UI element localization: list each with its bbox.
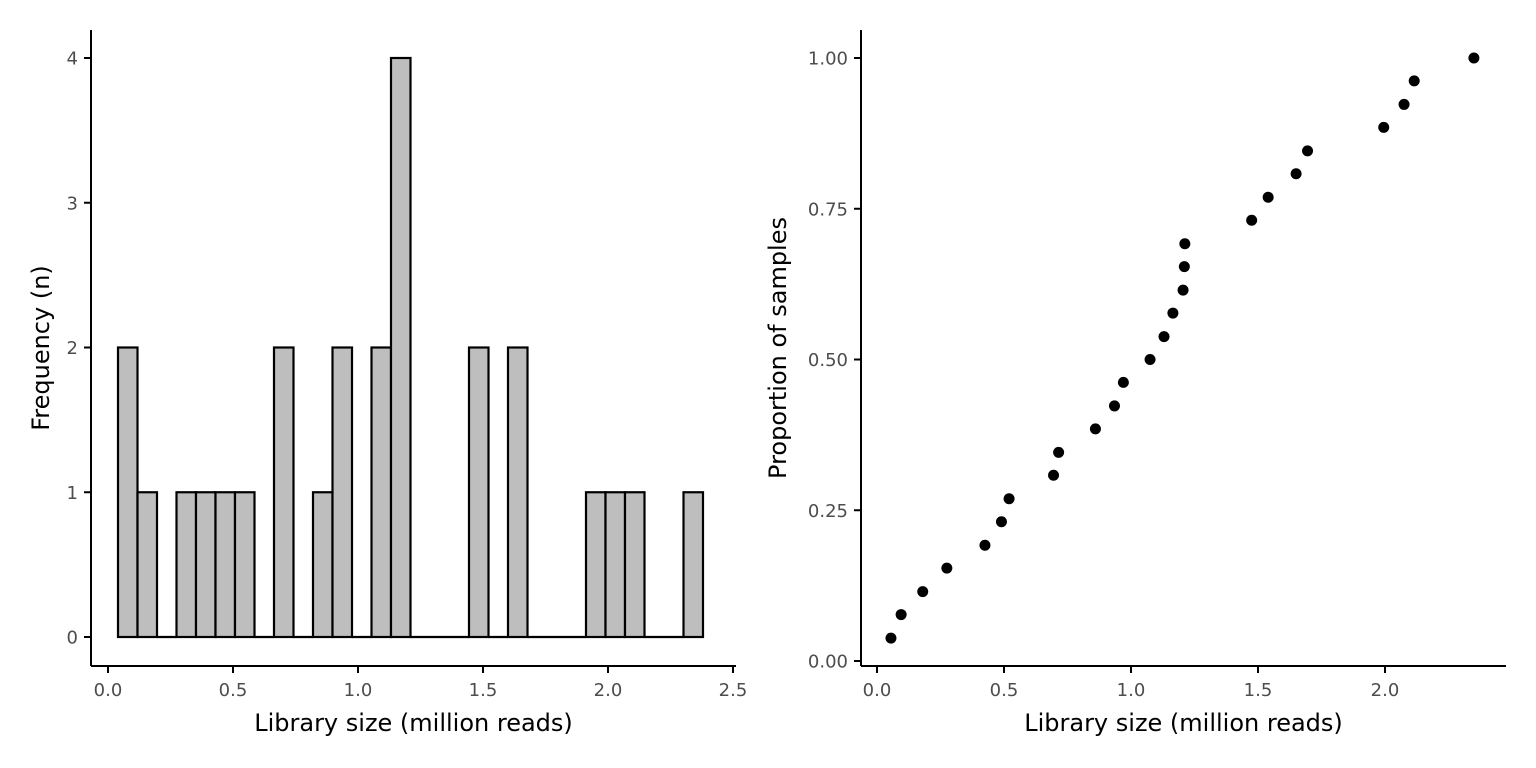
histogram-panel: 0 1 2 3 4 0.0 0.5 1.0 1.5 2.0 2.5 Library size (m… [27, 30, 747, 737]
histogram-x-ticks: 0.0 0.5 1.0 1.5 2.0 2.5 [94, 666, 748, 701]
scatter-point [917, 586, 929, 598]
scatter-point [1302, 145, 1314, 157]
scatter-point [1378, 121, 1390, 133]
scatter-point [1167, 307, 1179, 319]
histogram-y-tick-label: 2 [67, 338, 78, 359]
scatter-point [1178, 261, 1190, 273]
histogram-bar [584, 491, 607, 639]
histogram-bar [116, 346, 139, 639]
scatter-point [1177, 284, 1189, 296]
scatter-x-axis-title: Library size (million reads) [1024, 709, 1343, 737]
scatter-point [1003, 493, 1015, 505]
histogram-x-tick-label: 2.0 [594, 680, 623, 701]
histogram-bar [331, 346, 354, 639]
scatter-x-tick-label: 0.5 [990, 680, 1019, 701]
histogram-x-tick-label: 2.5 [719, 680, 748, 701]
scatter-panel: 0.00 0.25 0.50 0.75 1.00 0.0 0.5 1.0 1.5 2.0 Lib… [764, 30, 1506, 737]
histogram-bar [389, 56, 412, 639]
histogram-y-tick-label: 0 [67, 628, 78, 649]
scatter-point [1246, 214, 1258, 226]
histogram-bar [311, 491, 334, 639]
histogram-bar [623, 491, 646, 639]
scatter-x-tick-label: 2.0 [1371, 680, 1400, 701]
scatter-point [1179, 238, 1191, 250]
scatter-points [885, 52, 1480, 644]
scatter-point [1089, 423, 1101, 435]
scatter-x-tick-label: 1.5 [1244, 680, 1273, 701]
histogram-bars [116, 56, 705, 639]
scatter-point [1262, 191, 1274, 203]
histogram-bar [604, 491, 627, 639]
histogram-bar [214, 491, 237, 639]
scatter-x-ticks: 0.0 0.5 1.0 1.5 2.0 [863, 666, 1400, 701]
scatter-point [1290, 168, 1302, 180]
histogram-bar [175, 491, 198, 639]
histogram-bar [136, 491, 159, 639]
histogram-x-tick-label: 1.0 [344, 680, 373, 701]
scatter-y-tick-label: 0.75 [808, 199, 848, 220]
histogram-x-axis-title: Library size (million reads) [254, 709, 573, 737]
histogram-y-axis-title: Frequency (n) [27, 265, 55, 431]
scatter-point [1144, 354, 1156, 365]
scatter-y-tick-label: 0.25 [808, 501, 848, 522]
scatter-point [885, 632, 897, 644]
histogram-bar [506, 346, 529, 639]
scatter-y-ticks: 0.00 0.25 0.50 0.75 1.00 [808, 49, 861, 673]
histogram-bar [272, 346, 295, 639]
histogram-y-ticks: 0 1 2 3 4 [67, 49, 91, 649]
scatter-point [1108, 400, 1120, 412]
histogram-bar [467, 346, 490, 639]
scatter-y-tick-label: 1.00 [808, 49, 848, 70]
scatter-point [895, 609, 907, 621]
scatter-point [1408, 75, 1420, 87]
histogram-x-tick-label: 0.5 [219, 680, 248, 701]
scatter-point [1158, 331, 1170, 343]
scatter-x-tick-label: 1.0 [1117, 680, 1146, 701]
histogram-y-tick-label: 4 [67, 49, 78, 70]
scatter-point [1117, 376, 1129, 388]
scatter-y-tick-label: 0.50 [808, 350, 848, 371]
scatter-point [941, 562, 953, 574]
histogram-bar [370, 346, 393, 639]
histogram-bar [194, 491, 217, 639]
histogram-bar [233, 491, 256, 639]
scatter-point [979, 539, 991, 551]
scatter-x-tick-label: 0.0 [863, 680, 892, 701]
histogram-y-tick-label: 3 [67, 193, 78, 214]
scatter-y-tick-label: 0.00 [808, 652, 848, 673]
scatter-y-axis-title: Proportion of samples [764, 217, 792, 479]
scatter-point [1053, 446, 1065, 458]
scatter-point [995, 516, 1007, 528]
histogram-y-tick-label: 1 [67, 483, 78, 504]
scatter-point [1048, 469, 1060, 481]
histogram-x-tick-label: 0.0 [94, 680, 123, 701]
histogram-bar [682, 491, 705, 639]
scatter-point [1468, 52, 1480, 64]
scatter-point [1398, 98, 1410, 110]
histogram-x-tick-label: 1.5 [469, 680, 498, 701]
